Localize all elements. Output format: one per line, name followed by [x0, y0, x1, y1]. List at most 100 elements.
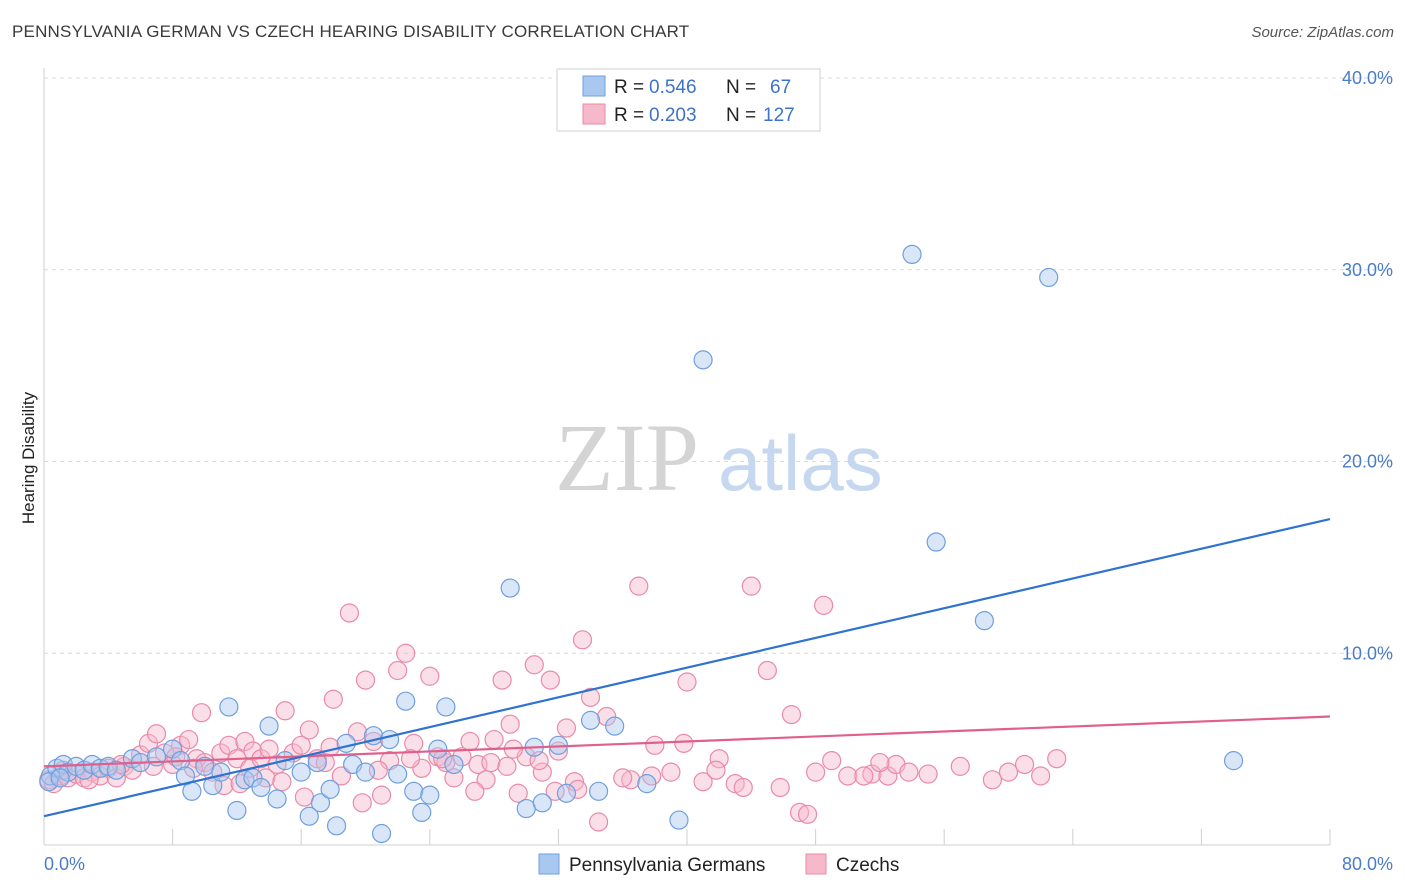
stats-legend: R = 0.546 N = 67 R = 0.203 N = 127 [556, 68, 821, 132]
czechs-point [235, 731, 255, 752]
pennsylvania-germans-point [39, 772, 59, 792]
czechs-point [146, 724, 167, 744]
pennsylvania-germans-point [291, 762, 311, 782]
czechs-point [347, 722, 368, 742]
czechs-point [838, 766, 858, 786]
czechs-point [781, 705, 802, 725]
czechs-point [870, 752, 890, 773]
czechs-point [588, 812, 609, 832]
czechs-point [484, 729, 504, 750]
pennsylvania-germans-point [532, 793, 552, 813]
czechs-point [400, 749, 421, 769]
legend-r-value-1: 0.546 [649, 77, 697, 98]
czechs-point [355, 670, 376, 690]
legend-n-value-1: 67 [770, 77, 791, 98]
czechs-point [709, 749, 729, 769]
pennsylvania-germans-point [974, 611, 994, 631]
czechs-point [444, 768, 464, 788]
pennsylvania-germans-point [182, 781, 202, 801]
czechs-point [433, 749, 453, 769]
czechs-point [272, 772, 292, 792]
pennsylvania-germans-point [371, 823, 392, 844]
series-legend-swatch-blue [538, 853, 560, 875]
pennsylvania-germans-point [516, 798, 536, 819]
series-legend-label-2: Czechs [836, 855, 899, 876]
y-tick-label: 40.0% [1342, 68, 1393, 88]
trend-lines [43, 517, 1331, 818]
pennsylvania-germans-point [267, 789, 287, 809]
czechs-point [508, 783, 528, 803]
czechs-point [693, 772, 713, 792]
czechs-point [814, 595, 834, 615]
chart-source: Source: ZipAtlas.com [1251, 24, 1394, 41]
czechs-point [613, 768, 633, 788]
czechs-point [797, 804, 818, 824]
legend-n-label-1: N = [726, 77, 756, 98]
pennsylvania-germans-point [428, 739, 448, 759]
czechs-point [532, 762, 552, 782]
series-legend: Pennsylvania Germans Czechs [538, 853, 899, 876]
pennsylvania-germans-point [412, 802, 432, 823]
pennsylvania-germans-point [380, 729, 400, 750]
pennsylvania-germans-point [444, 754, 464, 775]
czechs-point [1047, 749, 1067, 769]
series-legend-swatch-pink [805, 853, 827, 875]
czechs-point [862, 764, 882, 784]
legend-swatch-pink [582, 103, 606, 125]
czechs-point [299, 720, 319, 740]
czechs-point [122, 760, 143, 780]
czechs-point [918, 764, 938, 784]
watermark: ZIP atlas [555, 404, 883, 511]
pennsylvania-germans-trend-line [43, 517, 1331, 818]
pennsylvania-germans-point [336, 733, 356, 753]
pennsylvania-germans-point [299, 806, 319, 826]
czechs-point [352, 793, 372, 813]
czechs-points [39, 576, 1067, 832]
czechs-point [645, 735, 665, 755]
pennsylvania-germans-point [420, 785, 440, 805]
legend-r-label-1: R = [614, 77, 644, 98]
czechs-point [629, 576, 649, 596]
czechs-point [460, 731, 480, 752]
pennsylvania-germans-point [500, 578, 520, 598]
axis-layer [43, 68, 1331, 846]
czechs-point [661, 762, 681, 782]
czechs-point [621, 770, 641, 790]
pennsylvania-germans-point [388, 764, 408, 784]
czechs-point [420, 666, 440, 686]
watermark-zip: ZIP [555, 404, 699, 511]
czechs-point [320, 737, 340, 757]
czechs-point [243, 741, 263, 761]
pennsylvania-germans-points [39, 244, 1244, 844]
pennsylvania-germans-point [259, 716, 279, 736]
czechs-point [291, 735, 311, 755]
y-tick-label: 20.0% [1342, 452, 1393, 472]
czechs-point [899, 762, 919, 782]
pennsylvania-germans-point [605, 716, 625, 736]
legend-n-label-2: N = [726, 105, 756, 126]
x-tick-label-max: 80.0% [1342, 854, 1393, 874]
y-tick-label: 30.0% [1342, 260, 1393, 280]
pennsylvania-germans-point [902, 244, 922, 265]
czechs-point [179, 729, 199, 750]
pennsylvania-germans-point [693, 350, 713, 370]
series-legend-label-1: Pennsylvania Germans [569, 855, 765, 876]
pennsylvania-germans-point [251, 777, 271, 798]
czechs-point [998, 762, 1019, 782]
czechs-point [674, 733, 694, 753]
czechs-point [275, 701, 295, 721]
czechs-point [1031, 766, 1051, 786]
czechs-point [79, 770, 99, 790]
chart-title: PENNSYLVANIA GERMAN VS CZECH HEARING DIS… [12, 22, 690, 41]
pennsylvania-germans-point [1223, 751, 1244, 771]
czechs-point [331, 766, 351, 786]
pennsylvania-germans-point [1039, 267, 1059, 288]
pennsylvania-germans-point [326, 816, 347, 836]
legend-r-label-2: R = [614, 105, 644, 126]
pennsylvania-germans-point [50, 768, 70, 788]
czechs-point [982, 770, 1003, 790]
legend-swatch-blue [582, 75, 606, 97]
czechs-point [854, 766, 874, 786]
czechs-point [315, 752, 335, 773]
czechs-point [677, 672, 697, 692]
